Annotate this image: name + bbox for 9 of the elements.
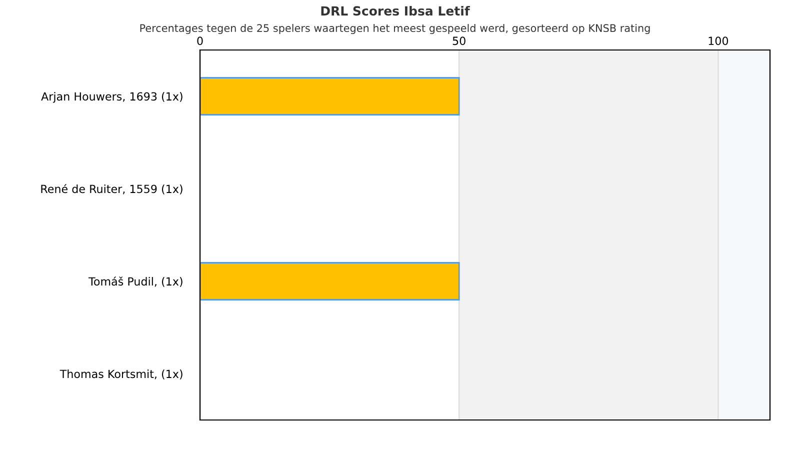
y-tick-label: René de Ruiter, 1559 (1x) [41,184,182,194]
y-tick-label: Thomas Kortsmit, (1x) [60,370,182,380]
x-tick-label: 50 [452,36,466,46]
y-tick-label: Tomáš Pudil, (1x) [88,276,182,287]
y-tick-label: Arjan Houwers, 1693 (1x) [41,92,182,103]
x-tick-label: 0 [197,36,203,46]
x-tick-label: 100 [708,36,728,46]
chart-subtitle: Percentages tegen de 25 spelers waartegen het meest gespeeld werd, gesorteerd op KNSB rating [140,24,650,34]
chart-title: DRL Scores Ibsa Letif [321,6,470,16]
